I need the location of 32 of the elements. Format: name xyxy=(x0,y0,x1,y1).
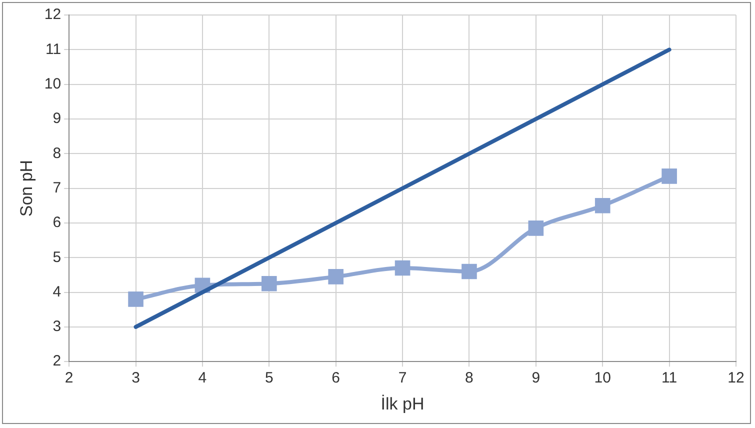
point xyxy=(128,292,144,307)
y-tick-label: 12 xyxy=(44,6,62,24)
point xyxy=(662,168,677,184)
x-tick-label: 5 xyxy=(264,370,274,387)
y-axis-title: Son pH xyxy=(16,160,36,217)
y-tick-label: 10 xyxy=(44,75,62,92)
y-tick-label: 4 xyxy=(52,283,62,300)
x-tick-label: 12 xyxy=(728,370,744,387)
y-tick-label: 6 xyxy=(52,214,62,232)
y-tick-label: 11 xyxy=(46,40,62,58)
x-tick-label: 6 xyxy=(332,370,340,387)
x-tick-label: 8 xyxy=(465,370,474,387)
y-tick-label: 7 xyxy=(52,179,62,196)
x-tick-label: 3 xyxy=(132,370,140,387)
y-tick-label: 3 xyxy=(52,318,62,336)
x-tick-label: 7 xyxy=(398,370,407,387)
point xyxy=(328,269,344,284)
y-tick-label: 5 xyxy=(52,248,62,266)
y-tick-label: 8 xyxy=(52,144,62,162)
point xyxy=(262,276,277,292)
point xyxy=(394,260,410,276)
x-tick-label: 9 xyxy=(532,370,540,387)
point xyxy=(528,220,544,236)
y-tick-label: 2 xyxy=(52,352,62,370)
x-tick-label: 4 xyxy=(198,370,207,387)
x-tick-label: 10 xyxy=(594,370,611,387)
point xyxy=(594,198,610,214)
x-tick-label: 2 xyxy=(64,370,74,387)
x-tick-label: 11 xyxy=(662,370,678,387)
x-axis-title: İlk pH xyxy=(380,394,424,414)
y-tick-label: 9 xyxy=(52,110,62,128)
point xyxy=(462,264,477,280)
